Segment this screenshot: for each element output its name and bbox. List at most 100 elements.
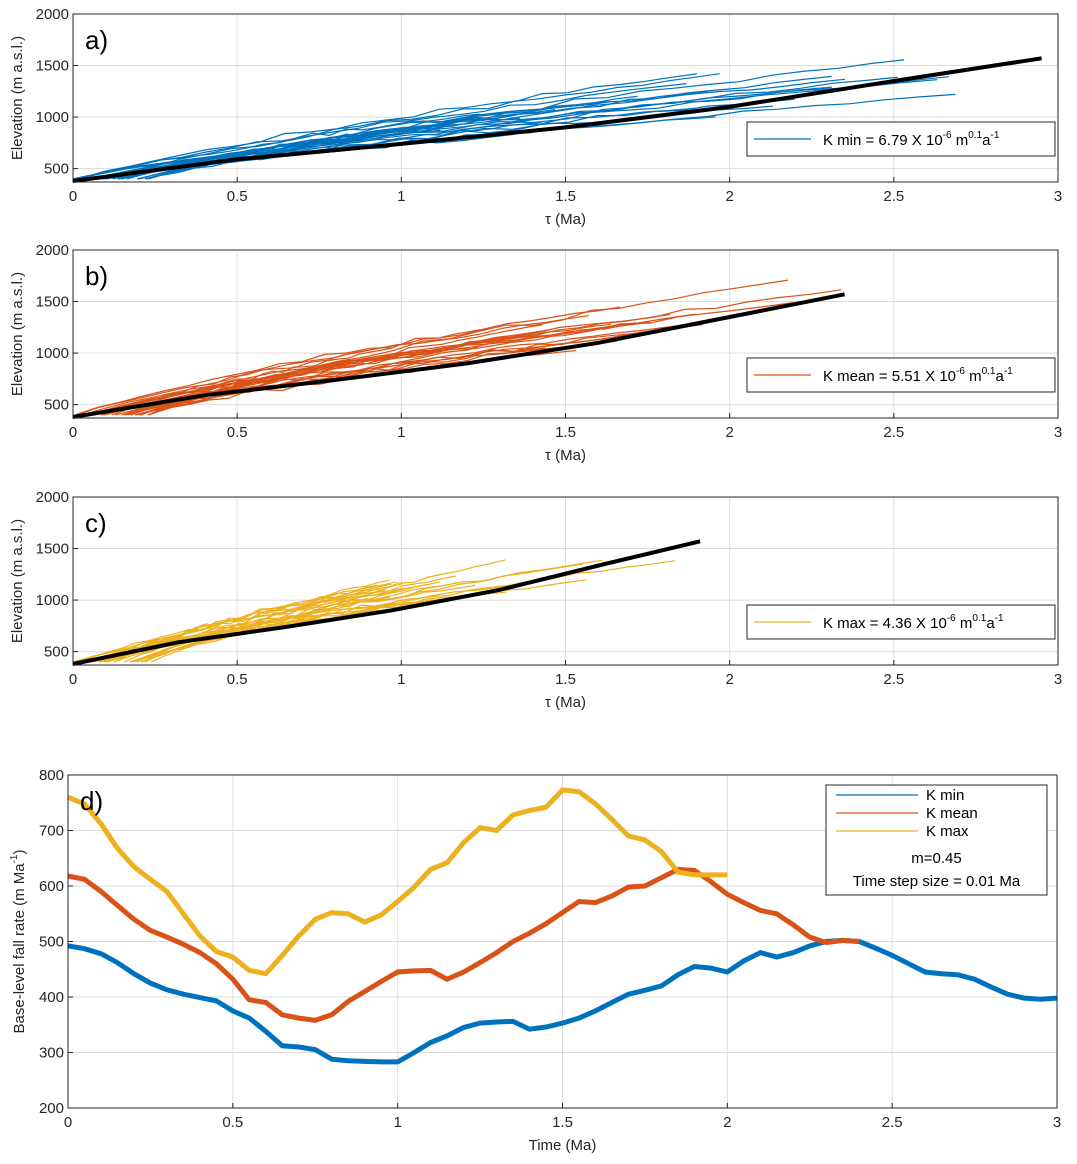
x-tick-label: 1.5: [555, 671, 576, 688]
y-axis-label: Elevation (m a.s.l.): [9, 36, 26, 160]
y-axis-label: Elevation (m a.s.l.): [9, 272, 26, 396]
series-line-k-mean: [67, 866, 860, 1023]
legend: K mean = 5.51 X 10-6 m0.1a-1: [746, 357, 1056, 393]
elevation-profile: [136, 75, 832, 180]
elevation-profile: [76, 315, 589, 416]
y-tick-label: 400: [39, 989, 64, 1006]
legend-note-timestep: Time step size = 0.01 Ma: [853, 873, 1021, 890]
elevation-profile: [145, 121, 542, 180]
x-tick-label: 2.5: [883, 424, 904, 441]
x-tick-label: 2.5: [882, 1114, 903, 1131]
elevation-profile: [101, 328, 488, 416]
mean-fit-line: [72, 539, 701, 666]
x-axis-label: Time (Ma): [529, 1137, 597, 1154]
x-tick-label: 0.5: [227, 424, 248, 441]
x-tick-label: 0.5: [227, 188, 248, 205]
y-tick-label: 1000: [36, 109, 69, 126]
x-tick-label: 2: [725, 424, 733, 441]
elevation-profile: [81, 323, 612, 416]
x-tick-label: 3: [1053, 1114, 1061, 1131]
y-axis-label: Base-level fall rate (m Ma-1): [9, 850, 28, 1034]
x-axis-label: τ (Ma): [545, 211, 586, 228]
legend-exp: -1: [1004, 366, 1013, 377]
x-tick-label: 2.5: [883, 671, 904, 688]
elevation-profile: [74, 306, 621, 416]
legend-note-m: m=0.45: [911, 850, 961, 867]
y-tick-label: 1000: [36, 592, 69, 609]
series-line-k-min: [67, 937, 1058, 1065]
y-tick-label: 1000: [36, 345, 69, 362]
y-tick-label: 2000: [36, 489, 69, 506]
elevation-profile: [88, 78, 846, 180]
elevation-profile: [147, 352, 400, 416]
y-tick-label: 2000: [36, 242, 69, 259]
elevation-profile: [84, 560, 676, 663]
elevation-profile: [101, 301, 794, 416]
y-axis-label-tail: ): [11, 850, 28, 855]
legend-exp: -1: [995, 613, 1004, 624]
legend-exp: -1: [990, 130, 999, 141]
elevation-profile: [113, 581, 397, 663]
y-axis-label-exp: -1: [9, 854, 20, 863]
y-tick-label: 1500: [36, 541, 69, 558]
x-axis-label: τ (Ma): [545, 447, 586, 464]
legend-exp: 0.1: [968, 130, 982, 141]
legend-exp: -6: [943, 130, 952, 141]
legend-tail: a: [986, 615, 995, 632]
legend-exp: -6: [956, 366, 965, 377]
y-tick-label: 300: [39, 1045, 64, 1062]
x-tick-label: 2: [725, 188, 733, 205]
x-tick-label: 1.5: [552, 1114, 573, 1131]
y-axis-label-main: Base-level fall rate (m Ma: [11, 863, 28, 1034]
y-tick-label: 500: [44, 397, 69, 414]
y-tick-label: 2000: [36, 6, 69, 23]
y-axis-label: Elevation (m a.s.l.): [9, 519, 26, 643]
panel-b: 0 0.5 1 1.5 2 2.5 3 500 1000 1500 2000 b) τ (Ma) E…: [9, 242, 1062, 464]
x-tick-label: 1: [393, 1114, 401, 1131]
legend-exp: 0.1: [982, 366, 996, 377]
legend-label-k-mean: K mean: [926, 805, 978, 822]
legend-exp: -6: [947, 613, 956, 624]
legend-mid: m: [956, 615, 973, 632]
panel-label: b): [85, 261, 108, 291]
x-tick-label: 0.5: [227, 671, 248, 688]
elevation-profile: [78, 73, 697, 180]
x-tick-label: 1: [397, 671, 405, 688]
x-tick-label: 1.5: [555, 424, 576, 441]
x-tick-label: 0: [64, 1114, 72, 1131]
x-tick-label: 1.5: [555, 188, 576, 205]
elevation-profile: [80, 587, 405, 663]
legend-main: K mean = 5.51 X 10: [823, 368, 956, 385]
y-tick-label: 700: [39, 823, 64, 840]
panel-a: 0 0.5 1 1.5 2 2.5 3 500 1000 1500 2000 a) τ (Ma) E…: [9, 6, 1062, 228]
x-tick-label: 0: [69, 424, 77, 441]
legend-main: K min = 6.79 X 10: [823, 132, 943, 149]
panel-label: a): [85, 25, 108, 55]
y-tick-label: 500: [44, 644, 69, 661]
y-tick-label: 1500: [36, 58, 69, 75]
legend-tail: a: [996, 368, 1005, 385]
x-tick-label: 1: [397, 188, 405, 205]
y-tick-label: 200: [39, 1100, 64, 1117]
x-tick-label: 0: [69, 671, 77, 688]
mean-fit-line: [72, 56, 1042, 183]
elevation-profile: [78, 113, 480, 180]
x-tick-label: 3: [1054, 188, 1062, 205]
legend-label-k-max: K max: [926, 823, 969, 840]
x-tick-label: 2: [723, 1114, 731, 1131]
legend-mid: m: [965, 368, 982, 385]
x-tick-label: 0: [69, 188, 77, 205]
y-tick-label: 500: [39, 934, 64, 951]
legend: K max = 4.36 X 10-6 m0.1a-1: [746, 604, 1056, 640]
x-tick-label: 3: [1054, 424, 1062, 441]
panel-label: c): [85, 508, 107, 538]
panel-c: 0 0.5 1 1.5 2 2.5 3 500 1000 1500 2000 c) τ (Ma) E…: [9, 489, 1062, 711]
x-tick-label: 2: [725, 671, 733, 688]
legend: K min = 6.79 X 10-6 m0.1a-1: [746, 121, 1056, 157]
x-tick-label: 0.5: [222, 1114, 243, 1131]
mean-fit-line: [72, 292, 845, 419]
legend-label: K min = 6.79 X 10-6 m0.1a-1: [823, 130, 1000, 149]
legend: K min K mean K max m=0.45 Time step size…: [825, 784, 1048, 896]
y-tick-label: 600: [39, 878, 64, 895]
